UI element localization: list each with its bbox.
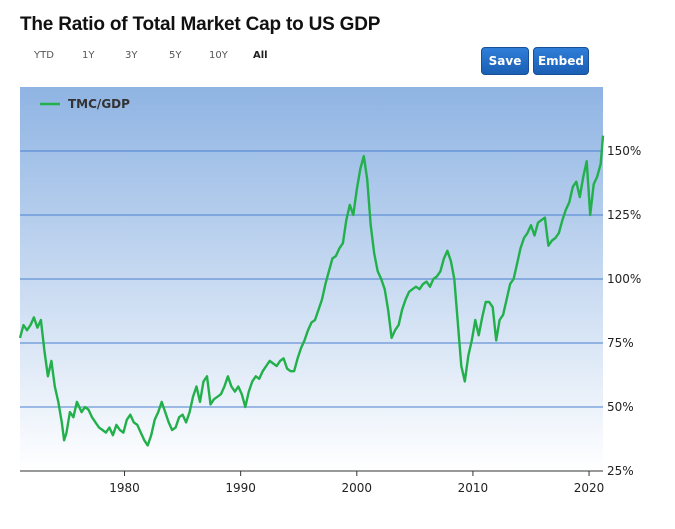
y-tick-label: 100% <box>607 272 641 286</box>
y-tick-label: 75% <box>607 336 634 350</box>
x-tick-label: 2020 <box>574 481 605 495</box>
embed-button[interactable]: Embed <box>533 47 589 75</box>
y-tick-label: 50% <box>607 400 634 414</box>
x-tick-label: 2010 <box>458 481 489 495</box>
save-button[interactable]: Save <box>481 47 529 75</box>
gridlines <box>20 150 603 408</box>
x-tick-label: 1980 <box>109 481 140 495</box>
range-all-button[interactable]: All <box>253 50 268 61</box>
y-tick-label: 25% <box>607 464 634 478</box>
range-selector: YTD 1Y 3Y 5Y 10Y All <box>22 50 268 61</box>
chart-title: The Ratio of Total Market Cap to US GDP <box>20 14 381 35</box>
range-3y-button[interactable]: 3Y <box>125 50 138 61</box>
legend: TMC/GDP <box>40 97 130 111</box>
x-tick-label: 1990 <box>225 481 256 495</box>
range-ytd-button[interactable]: YTD <box>34 50 54 61</box>
y-axis-ticks: 25% 50% 75% 100% 125% 150% <box>607 144 641 478</box>
series-line-tmc-gdp <box>18 135 605 447</box>
legend-label-tmc-gdp: TMC/GDP <box>68 97 130 111</box>
y-tick-label: 150% <box>607 144 641 158</box>
range-5y-button[interactable]: 5Y <box>169 50 182 61</box>
x-axis-ticks: 1980 1990 2000 2010 2020 <box>109 471 604 495</box>
x-tick-label: 2000 <box>342 481 373 495</box>
range-1y-button[interactable]: 1Y <box>82 50 95 61</box>
range-10y-button[interactable]: 10Y <box>209 50 228 61</box>
y-tick-label: 125% <box>607 208 641 222</box>
